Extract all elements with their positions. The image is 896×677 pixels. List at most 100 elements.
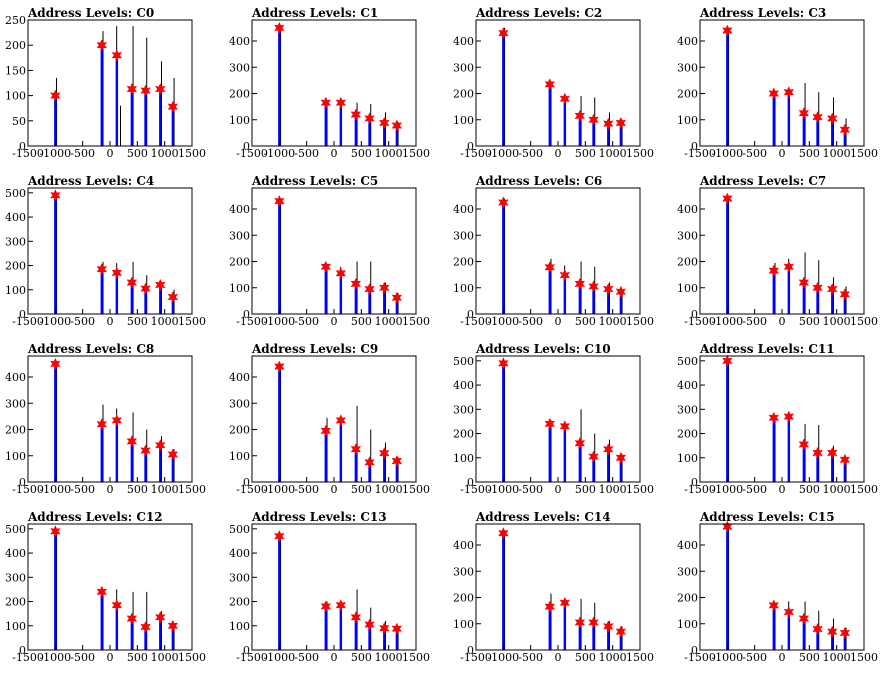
histogram-bar: [130, 282, 134, 314]
histogram-bar: [171, 454, 175, 482]
x-tick-label: 0: [555, 483, 562, 496]
y-tick-label: 200: [453, 88, 474, 101]
y-tick-label: 0: [243, 476, 250, 489]
x-tick-label: 0: [555, 315, 562, 328]
x-tick-label: -1000: [711, 315, 743, 328]
peak-marker: [167, 619, 179, 632]
subplot-title: Address Levels: C1: [251, 6, 378, 20]
y-tick-label: 0: [467, 140, 474, 153]
peak-marker: [126, 435, 138, 448]
y-tick-label: 400: [677, 203, 698, 216]
peak-marker: [391, 291, 403, 304]
histogram-bar: [339, 102, 343, 146]
plot-frame: [27, 355, 193, 483]
y-tick-label: 200: [229, 256, 250, 269]
x-tick-label: 1500: [626, 651, 654, 664]
subplot-title: Address Levels: C5: [251, 174, 378, 188]
x-tick-label: 1500: [850, 147, 878, 160]
peak-marker: [96, 418, 108, 431]
histogram-bar: [548, 606, 551, 650]
subplot-c10: Address Levels: C10 0 100 200 300 400 500 -1500…: [453, 342, 654, 496]
histogram-bar: [592, 286, 595, 314]
peak-marker: [350, 611, 362, 624]
x-tick-label: 1000: [599, 651, 627, 664]
peak-marker: [364, 112, 375, 125]
histogram-bar: [144, 626, 147, 650]
y-tick-label: 100: [229, 282, 250, 295]
x-tick-label: 0: [107, 147, 114, 160]
peak-marker: [274, 360, 285, 373]
x-tick-label: 1500: [178, 651, 206, 664]
subplot-title: Address Levels: C4: [27, 174, 154, 188]
x-tick-label: 1000: [375, 651, 403, 664]
histogram-bar: [548, 84, 551, 146]
y-tick-label: 150: [5, 64, 26, 77]
histogram-bar: [619, 457, 623, 482]
x-tick-label: 1500: [850, 651, 878, 664]
x-tick-label: -1500: [236, 483, 268, 496]
peak-marker: [574, 616, 586, 629]
plot-frame: [251, 523, 417, 651]
y-tick-label: 300: [677, 565, 698, 578]
peak-marker: [140, 620, 151, 634]
x-tick-label: 500: [127, 315, 148, 328]
histogram-bar: [395, 297, 399, 314]
histogram-bar: [787, 611, 791, 650]
y-tick-label: 200: [453, 428, 474, 441]
y-tick-label: 400: [677, 379, 698, 392]
histogram-bar: [171, 625, 175, 650]
y-tick-label: 200: [453, 592, 474, 605]
histogram-bar: [831, 118, 834, 146]
peak-marker: [498, 527, 509, 540]
x-tick-label: -1000: [487, 147, 519, 160]
subplot-c13: Address Levels: C13 0 100 200 300 400 500 -1500…: [229, 510, 430, 664]
peak-marker: [602, 620, 614, 633]
y-tick-label: 100: [677, 618, 698, 631]
peak-marker: [574, 277, 586, 290]
histogram-bar: [130, 441, 134, 482]
y-tick-label: 400: [5, 371, 26, 384]
plot-frame: [699, 355, 865, 483]
peak-marker: [364, 618, 375, 631]
peak-marker: [722, 354, 733, 367]
x-tick-label: 1500: [178, 147, 206, 160]
histogram-bar: [592, 622, 595, 650]
y-tick-label: 500: [5, 187, 26, 200]
histogram-bar: [592, 119, 595, 146]
peak-marker: [111, 49, 123, 62]
subplot-title: Address Levels: C2: [475, 6, 602, 20]
histogram-bar: [726, 198, 729, 314]
x-tick-label: -500: [518, 651, 543, 664]
y-tick-label: 200: [229, 424, 250, 437]
histogram-bar: [115, 272, 119, 314]
y-tick-label: 0: [19, 476, 26, 489]
histogram-bar: [548, 267, 551, 314]
x-tick-label: -500: [518, 315, 543, 328]
x-tick-label: 0: [555, 147, 562, 160]
peak-marker: [544, 261, 556, 274]
histogram-bar: [816, 287, 819, 314]
histogram-bar: [843, 129, 847, 146]
x-tick-label: -1500: [460, 315, 492, 328]
peak-marker: [544, 600, 556, 613]
histogram-bar: [100, 591, 103, 650]
y-tick-label: 300: [453, 565, 474, 578]
x-tick-label: 1000: [375, 483, 403, 496]
histogram-bar: [100, 424, 103, 482]
y-tick-label: 300: [5, 397, 26, 410]
x-tick-label: -1500: [684, 147, 716, 160]
peak-marker: [615, 625, 627, 638]
x-tick-label: 1500: [402, 651, 430, 664]
y-tick-label: 0: [691, 644, 698, 657]
peak-marker: [50, 189, 61, 202]
x-tick-label: 0: [331, 147, 338, 160]
peak-marker: [768, 264, 780, 277]
histogram-bar: [171, 297, 175, 314]
peak-marker: [335, 96, 347, 109]
y-tick-label: 0: [691, 140, 698, 153]
peak-marker: [140, 444, 151, 457]
peak-marker: [798, 107, 810, 120]
histogram-bar: [339, 420, 343, 482]
histogram-bar: [843, 632, 847, 650]
x-tick-label: -1500: [12, 651, 44, 664]
